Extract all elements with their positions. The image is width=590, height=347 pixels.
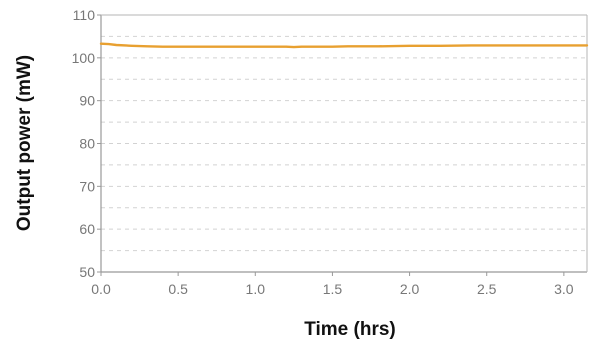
y-tick-label: 50	[79, 264, 95, 280]
grid-lines	[101, 35, 587, 252]
x-tick-label: 1.5	[323, 281, 343, 297]
x-tick-label: 0.5	[168, 281, 188, 297]
y-tick-label: 70	[79, 178, 95, 194]
x-tick-label: 3.0	[554, 281, 574, 297]
y-axis-label: Output power (mW)	[14, 55, 35, 231]
x-tick-label: 0.0	[91, 281, 111, 297]
x-axis-label: Time (hrs)	[304, 319, 396, 340]
x-tick-label: 2.5	[477, 281, 497, 297]
y-tick-label: 80	[79, 136, 95, 152]
x-tick-label: 2.0	[400, 281, 420, 297]
y-tick-label: 90	[79, 93, 95, 109]
y-tick-label: 60	[79, 221, 95, 237]
y-tick-label: 110	[73, 7, 96, 23]
output-power-line	[99, 42, 589, 49]
axes	[97, 14, 588, 276]
tick-labels: 50 60 70 80 90 100 110 0.0 0.5 1.0 1.5 2.0 2.5 3.0	[72, 7, 574, 297]
x-tick-label: 1.0	[246, 281, 266, 297]
series-layer	[99, 42, 589, 49]
y-tick-label: 100	[72, 50, 96, 66]
